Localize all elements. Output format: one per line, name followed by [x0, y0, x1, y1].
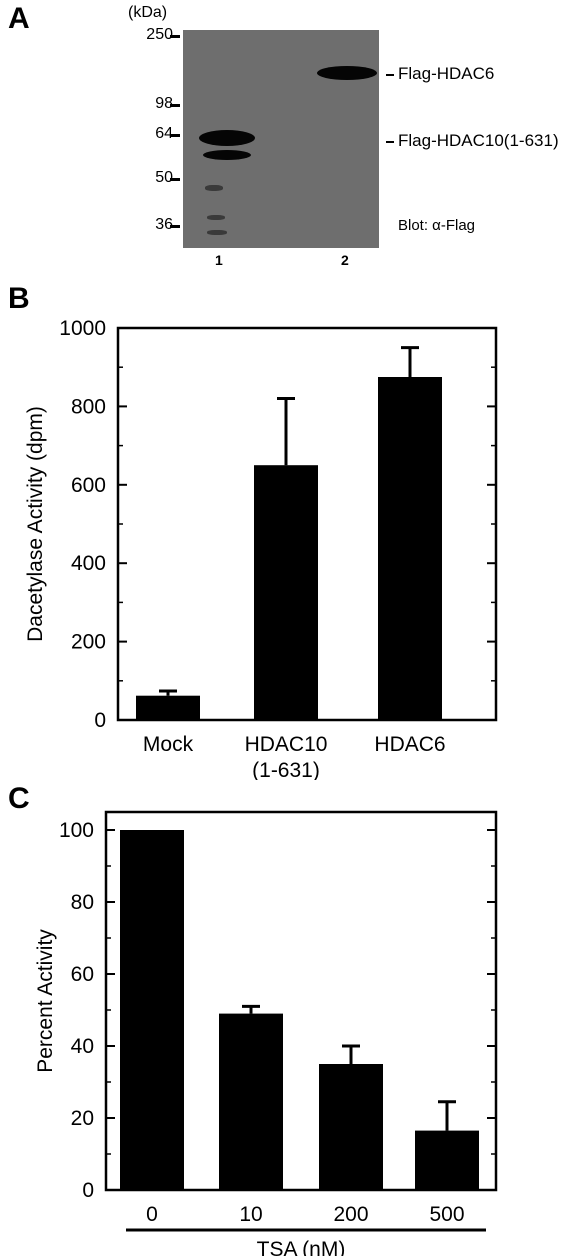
x-tick-label: Mock: [143, 733, 194, 756]
y-tick-label: 400: [71, 552, 106, 575]
band-faint: [205, 185, 223, 191]
y-tick-label: 100: [59, 819, 94, 842]
panel-letter-a: A: [8, 2, 30, 35]
y-tick-label: 600: [71, 474, 106, 497]
band-faint: [207, 215, 225, 220]
bar: [136, 695, 200, 720]
marker-tick-98: [170, 104, 180, 107]
bar: [378, 377, 442, 720]
kda-unit-label: (kDa): [128, 4, 168, 21]
lane-label-1: 1: [215, 252, 223, 268]
y-tick-label: 80: [71, 891, 94, 914]
y-tick-label: 0: [94, 709, 106, 732]
marker-tick-50: [170, 178, 180, 181]
plot-frame: [104, 810, 498, 1192]
tsa-inhibition-bar-chart: 0 20 40 60 80 100 Percent Activity 0 10 200 500 TSA…: [34, 810, 498, 1256]
x-axis-label: TSA (nM): [257, 1238, 346, 1256]
marker-label-36: 36: [155, 216, 173, 233]
bar: [319, 1064, 383, 1190]
y-tick-label: 800: [71, 395, 106, 418]
y-tick-label: 20: [71, 1107, 94, 1130]
y-tick-label: 40: [71, 1035, 94, 1058]
band-hdac6: [317, 66, 377, 80]
y-tick-label: 60: [71, 963, 94, 986]
x-tick-label: HDAC10: [245, 733, 328, 756]
band-hdac10-main: [199, 130, 255, 146]
x-tick-label: (1-631): [252, 759, 320, 780]
blot-antibody-label: Blot: α-Flag: [398, 217, 476, 234]
band-hdac10-lower: [203, 150, 251, 160]
bar: [254, 465, 318, 720]
y-tick-label: 200: [71, 631, 106, 654]
band-label-hdac10: Flag-HDAC10(1-631): [398, 131, 559, 150]
panel-letter-b: B: [8, 282, 30, 315]
panel-letter-c: C: [8, 782, 30, 815]
marker-label-98: 98: [155, 95, 173, 112]
y-tick-label: 0: [82, 1179, 94, 1202]
x-tick-label: 500: [429, 1203, 464, 1226]
marker-tick-250: [170, 35, 180, 38]
marker-label-64: 64: [155, 125, 173, 142]
marker-label-250: 250: [146, 26, 173, 43]
x-tick-label: 0: [146, 1203, 158, 1226]
lane-label-2: 2: [341, 252, 349, 268]
band-faint: [207, 230, 227, 235]
bar: [120, 830, 184, 1190]
activity-bar-chart: 0 200 400 600 800 1000 Dacetylase Activity (dp…: [24, 317, 498, 780]
y-tick-label: 1000: [59, 317, 106, 340]
band-label-hdac6: Flag-HDAC6: [398, 64, 495, 83]
marker-tick-64: [170, 134, 180, 137]
y-axis-label: Percent Activity: [34, 929, 57, 1073]
x-tick-label: 200: [333, 1203, 368, 1226]
blot-image: [183, 30, 379, 248]
marker-label-50: 50: [155, 169, 173, 186]
bar: [219, 1013, 283, 1190]
band-label-tick-hdac6: [386, 74, 394, 76]
marker-tick-36: [170, 225, 180, 228]
x-tick-label: 10: [239, 1203, 262, 1226]
y-axis-label: Dacetylase Activity (dpm): [24, 406, 47, 642]
bar: [415, 1130, 479, 1190]
band-label-tick-hdac10: [386, 141, 394, 143]
x-tick-label: HDAC6: [374, 733, 445, 756]
